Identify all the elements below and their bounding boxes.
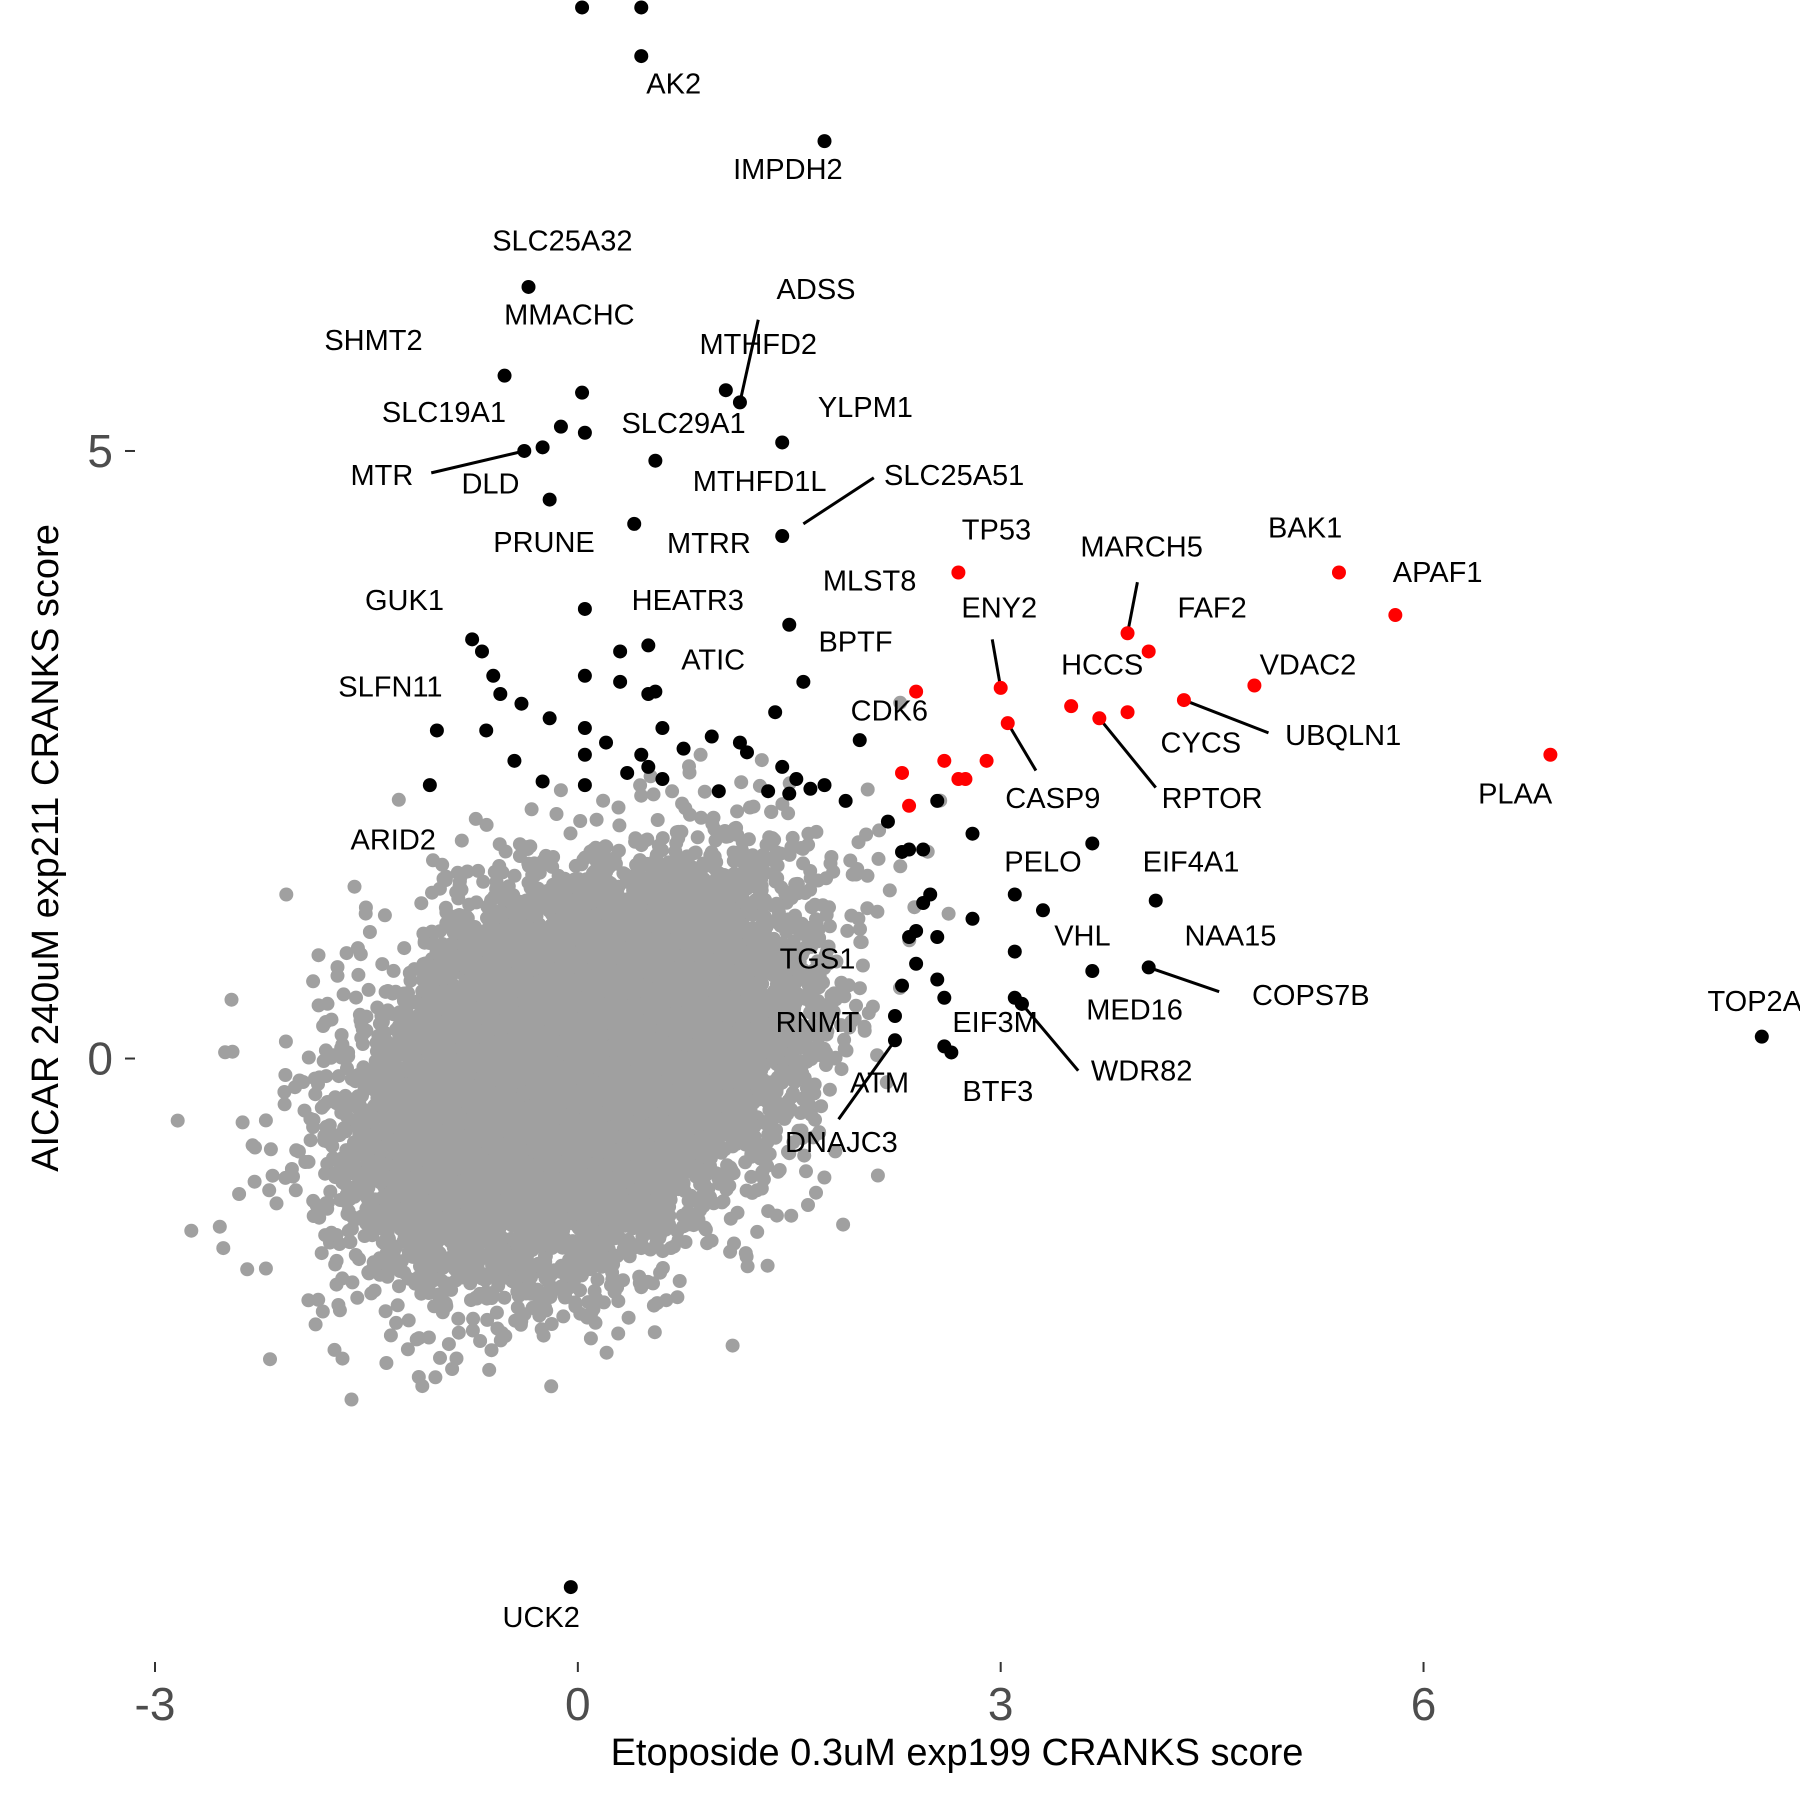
background-point [345, 1275, 360, 1290]
background-point [438, 900, 453, 915]
background-point [451, 1325, 466, 1340]
background-point [392, 1279, 406, 1294]
background-point [646, 787, 661, 802]
background-point [379, 1356, 394, 1370]
background-point [836, 1217, 851, 1232]
background-point [454, 833, 469, 848]
background-point [473, 1334, 488, 1348]
background-point [723, 1244, 738, 1259]
background-point [549, 807, 564, 821]
background-points [170, 695, 956, 1407]
background-point [633, 778, 648, 793]
background-point [349, 990, 363, 1005]
background-point [397, 941, 412, 956]
background-point [278, 1034, 293, 1049]
background-point [383, 1328, 398, 1343]
background-point [468, 811, 483, 826]
background-point [308, 1317, 323, 1332]
background-point [279, 887, 294, 902]
background-point [853, 922, 867, 937]
background-point [809, 1185, 823, 1200]
background-point [441, 1337, 456, 1352]
background-point [482, 1362, 497, 1377]
background-point [370, 1000, 385, 1015]
background-point [262, 1183, 277, 1198]
background-point [240, 1262, 255, 1277]
background-point [849, 998, 863, 1013]
background-point [301, 1050, 316, 1065]
background-point [497, 1290, 512, 1305]
background-point [860, 868, 875, 883]
background-point [323, 1184, 338, 1199]
background-point [451, 1311, 466, 1326]
background-point [353, 947, 368, 962]
background-point [611, 800, 626, 815]
background-point [870, 1168, 885, 1183]
background-point [347, 879, 362, 894]
background-point [421, 1330, 436, 1345]
background-point [893, 695, 908, 710]
background-point [784, 1208, 799, 1223]
background-point [544, 1379, 559, 1394]
background-point [834, 1062, 849, 1077]
background-point [871, 851, 886, 866]
background-point [277, 1085, 292, 1099]
background-point [298, 1155, 313, 1169]
background-point [808, 1112, 822, 1127]
background-point [480, 1312, 495, 1327]
background-point [306, 974, 321, 989]
background-point [750, 1224, 765, 1239]
background-point [361, 982, 376, 997]
background-point [489, 1305, 504, 1320]
background-point [857, 1023, 872, 1038]
background-point [184, 1223, 199, 1238]
background-point [589, 812, 604, 827]
background-point [465, 1323, 480, 1338]
